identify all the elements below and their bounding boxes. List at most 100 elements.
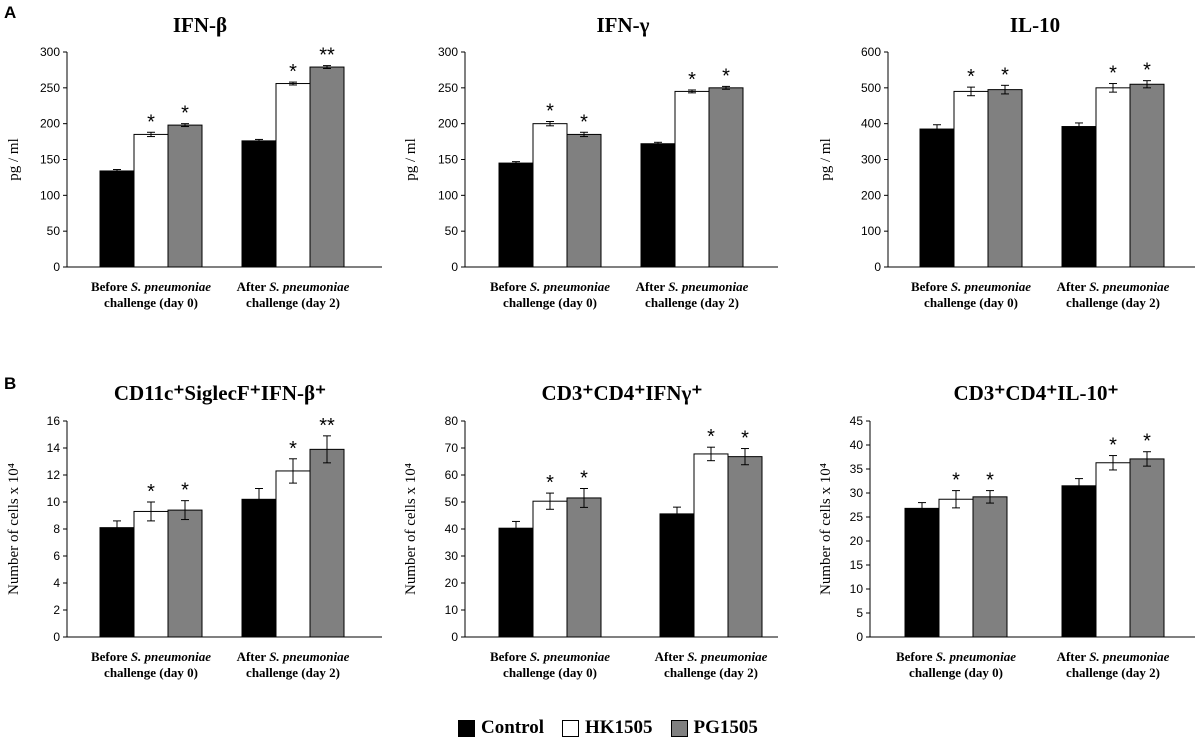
- bar-hk1505: [693, 453, 729, 638]
- y-tick-label: 0: [451, 630, 458, 644]
- chart-title: CD3⁺CD4⁺IL-10⁺: [953, 381, 1118, 405]
- legend-swatch-control: [458, 719, 475, 737]
- y-axis-label: pg / ml: [6, 138, 22, 181]
- y-tick-label: 500: [861, 81, 881, 95]
- legend-swatch-pg1505: [670, 719, 688, 737]
- significance-marker: *: [289, 61, 297, 83]
- bar-hk1505: [133, 133, 169, 268]
- x-category-label: challenge (day 0): [503, 665, 597, 680]
- y-tick-label: 45: [850, 414, 864, 428]
- bar-pg1505: [727, 456, 763, 638]
- x-category-label: Before S. pneumoniae: [91, 649, 211, 664]
- x-category-label: challenge (day 2): [246, 665, 340, 680]
- legend-item-hk1505: HK1505: [561, 717, 653, 739]
- bar-control: [99, 527, 135, 638]
- bar-pg1505: [972, 496, 1008, 638]
- legend-item-pg1505: PG1505: [670, 717, 758, 739]
- y-tick-label: 0: [53, 630, 60, 644]
- y-tick-label: 400: [861, 117, 881, 131]
- chart-title: IFN-γ: [597, 13, 650, 37]
- y-tick-label: 14: [47, 441, 61, 455]
- y-axis-label: Number of cells x 10⁴: [6, 463, 22, 595]
- bar-hk1505: [275, 83, 311, 268]
- bar-control: [919, 128, 955, 268]
- bar-control: [99, 170, 135, 268]
- bar-control: [498, 162, 534, 268]
- x-category-label: After S. pneumoniae: [1057, 279, 1170, 294]
- bar-control: [659, 513, 695, 638]
- chart-2: IFN-γ pg / ml 0 50 100 150 200 250 300 * * Before S…: [403, 13, 778, 310]
- x-category-label: After S. pneumoniae: [1057, 649, 1170, 664]
- chart-title: CD11c⁺SiglecF⁺IFN-β⁺: [114, 381, 326, 405]
- x-category-label: challenge (day 0): [104, 295, 198, 310]
- significance-marker: *: [181, 103, 189, 125]
- significance-marker: *: [707, 426, 715, 448]
- y-tick-label: 35: [850, 462, 864, 476]
- legend: Control HK1505 PG1505: [458, 717, 758, 739]
- x-category-label: challenge (day 2): [1066, 665, 1160, 680]
- bar-pg1505: [309, 66, 345, 268]
- chart-6: CD3⁺CD4⁺IL-10⁺ Number of cells x 10⁴ 0 5 10 1…: [818, 381, 1195, 680]
- y-tick-label: 70: [445, 441, 459, 455]
- chart-4: CD11c⁺SiglecF⁺IFN-β⁺ Number of cells x 10…: [6, 381, 382, 680]
- chart-title: IL-10: [1010, 13, 1060, 37]
- x-category-label: challenge (day 2): [246, 295, 340, 310]
- y-tick-label: 50: [445, 495, 459, 509]
- y-tick-label: 200: [438, 117, 458, 131]
- chart-5: CD3⁺CD4⁺IFNγ⁺ Number of cells x 10⁴ 0 10 20 3…: [403, 381, 778, 680]
- x-category-label: After S. pneumoniae: [655, 649, 768, 664]
- bar-control: [241, 140, 277, 268]
- bar-hk1505: [674, 90, 710, 268]
- y-tick-label: 10: [47, 495, 61, 509]
- x-category-label: challenge (day 0): [104, 665, 198, 680]
- x-category-label: Before S. pneumoniae: [91, 279, 211, 294]
- bar-pg1505: [708, 87, 744, 268]
- bar-hk1505: [532, 123, 568, 268]
- y-tick-label: 12: [47, 468, 61, 482]
- bar-hk1505: [1095, 87, 1131, 268]
- bar-control: [1061, 485, 1097, 638]
- y-tick-label: 300: [861, 153, 881, 167]
- panel-letter-b: B: [4, 374, 17, 393]
- y-tick-label: 30: [850, 486, 864, 500]
- y-tick-label: 100: [861, 224, 881, 238]
- bar-control: [1061, 126, 1097, 268]
- bar-pg1505: [566, 133, 602, 268]
- significance-marker: *: [1109, 435, 1117, 457]
- y-tick-label: 300: [40, 45, 60, 59]
- y-tick-label: 8: [53, 522, 60, 536]
- y-axis-label: Number of cells x 10⁴: [818, 463, 834, 595]
- y-axis-label: Number of cells x 10⁴: [403, 463, 419, 595]
- bar-pg1505: [566, 497, 602, 638]
- y-tick-label: 50: [47, 224, 61, 238]
- bar-pg1505: [1129, 83, 1165, 268]
- significance-marker: *: [181, 480, 189, 502]
- y-tick-label: 5: [856, 606, 863, 620]
- significance-marker: **: [319, 45, 335, 67]
- x-category-label: challenge (day 0): [909, 665, 1003, 680]
- significance-marker: *: [1109, 63, 1117, 85]
- y-tick-label: 0: [53, 260, 60, 274]
- legend-label-control: Control: [481, 717, 544, 738]
- x-category-label: After S. pneumoniae: [237, 649, 350, 664]
- bar-pg1505: [167, 124, 203, 268]
- bar-control: [640, 143, 676, 268]
- bar-hk1505: [133, 510, 169, 638]
- x-category-label: challenge (day 2): [664, 665, 758, 680]
- significance-marker: *: [1143, 60, 1151, 82]
- x-category-label: challenge (day 2): [1066, 295, 1160, 310]
- y-tick-label: 6: [53, 549, 60, 563]
- x-category-label: Before S. pneumoniae: [911, 279, 1031, 294]
- x-category-label: challenge (day 0): [503, 295, 597, 310]
- y-tick-label: 150: [438, 153, 458, 167]
- y-tick-label: 100: [40, 188, 60, 202]
- legend-label-pg1505: PG1505: [693, 717, 758, 738]
- y-tick-label: 10: [445, 603, 459, 617]
- significance-marker: **: [319, 415, 335, 437]
- y-tick-label: 0: [874, 260, 881, 274]
- bar-pg1505: [309, 448, 345, 638]
- panel-letter-a: A: [4, 3, 17, 22]
- bar-pg1505: [167, 509, 203, 638]
- significance-marker: *: [546, 472, 554, 494]
